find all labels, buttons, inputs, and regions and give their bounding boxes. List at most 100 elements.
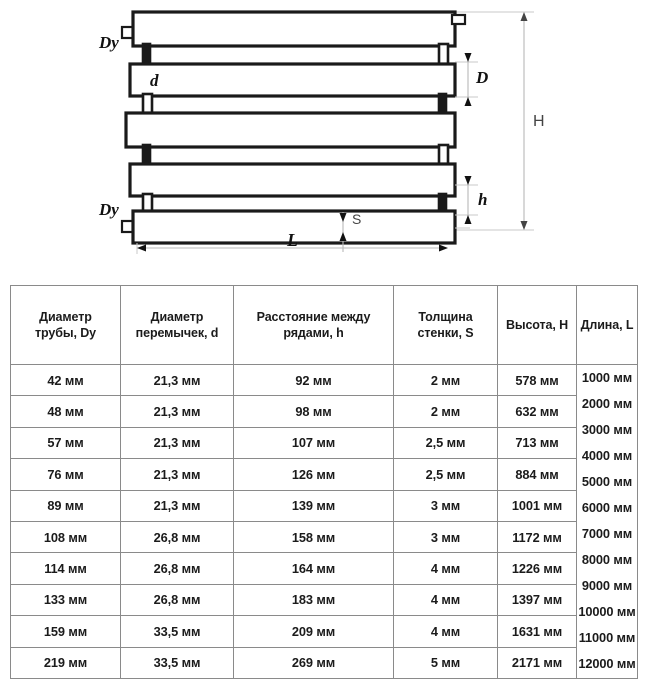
length-item: 9000 мм [581,578,633,594]
table-row: 89 мм 21,3 мм 139 мм 3 мм 1001 мм [10,489,638,522]
table-row: 159 мм 33,5 мм 209 мм 4 мм 1631 мм [10,615,638,648]
cell-h: 209 мм [233,615,394,648]
cell-h: 164 мм [233,552,394,585]
length-item: 5000 мм [581,473,633,489]
dimension-D: D [455,53,488,106]
cell-length-merged: 1000 мм 2000 мм 3000 мм 4000 мм 5000 мм … [576,364,638,679]
registr-schematic-svg: H d [98,10,545,254]
cell-d: 21,3 мм [120,363,234,397]
cell-d: 26,8 мм [120,583,234,617]
cell-dy: 57 мм [10,426,121,460]
dimension-S: S [339,211,361,252]
cell-s: 2,5 мм [393,458,498,491]
cell-d: 33,5 мм [120,615,234,648]
length-item: 4000 мм [581,447,633,463]
length-item: 11000 мм [578,630,636,646]
pipe-row-4 [128,162,457,198]
pipe-row-2: d [128,62,457,98]
cell-d: 26,8 мм [120,520,234,554]
cell-height: 632 мм [497,395,577,428]
diagram-area: H d [0,0,647,272]
column-header-h: Расстояние между рядами, h [233,285,394,365]
cell-d: 21,3 мм [120,489,234,522]
cell-h: 269 мм [233,646,394,679]
cell-s: 4 мм [393,583,498,617]
label-S: S [352,211,361,227]
cell-dy: 108 мм [10,520,121,554]
cell-height: 578 мм [497,363,577,397]
cell-s: 5 мм [393,646,498,679]
cell-s: 2,5 мм [393,426,498,460]
column-header-length: Длина, L [576,285,638,365]
cell-h: 126 мм [233,458,394,491]
table-row: 114 мм 26,8 мм 164 мм 4 мм 1226 мм [10,552,638,585]
cell-height: 1172 мм [497,520,577,554]
cell-height: 1001 мм [497,489,577,522]
table-row: 108 мм 26,8 мм 158 мм 3 мм 1172 мм [10,520,638,554]
cell-dy: 159 мм [10,615,121,648]
cell-dy: 89 мм [10,489,121,522]
cell-s: 4 мм [393,552,498,585]
cell-h: 139 мм [233,489,394,522]
cell-d: 21,3 мм [120,458,234,491]
cell-height: 884 мм [497,458,577,491]
cell-h: 98 мм [233,395,394,428]
header-line-1: Расстояние между [256,309,371,324]
column-header-d: Диаметр перемычек, d [120,285,234,365]
cell-s: 2 мм [393,363,498,397]
length-item: 7000 мм [581,526,633,541]
cell-d: 21,3 мм [120,426,234,460]
pipe-row-5 [120,209,457,245]
table-body: 42 мм 21,3 мм 92 мм 2 мм 578 мм 1000 мм … [10,363,638,679]
length-item: 2000 мм [581,395,633,411]
cell-s: 2 мм [393,395,498,428]
label-d: d [150,71,159,90]
label-L: L [286,230,298,250]
pipe-row-3 [124,111,457,149]
header-line-2: трубы, Dy [35,326,96,340]
header-line-2: стенки, S [417,326,474,340]
spec-table-container: Диаметр трубы, Dy Диаметр перемычек, d Р… [10,285,638,679]
column-header-height: Высота, H [497,285,577,365]
cell-height: 713 мм [497,426,577,460]
cell-s: 3 мм [393,489,498,522]
table-row: 48 мм 21,3 мм 98 мм 2 мм 632 мм [10,395,638,428]
length-item: 8000 мм [581,552,633,568]
pipe-row-1 [120,10,467,48]
cell-d: 26,8 мм [120,552,234,585]
dimension-h: h [455,176,487,224]
label-h: h [478,190,487,209]
length-item: 6000 мм [581,499,633,515]
cell-d: 33,5 мм [120,646,234,679]
table-row: 133 мм 26,8 мм 183 мм 4 мм 1397 мм [10,583,638,617]
cell-s: 3 мм [393,520,498,554]
cell-height: 1631 мм [497,615,577,648]
cell-height: 2171 мм [497,646,577,679]
cell-h: 107 мм [233,426,394,460]
dimension-L: L [136,227,470,254]
header-line-1: Диаметр [150,309,204,324]
table-row: 219 мм 33,5 мм 269 мм 5 мм 2171 мм [10,646,638,679]
cell-dy: 42 мм [10,363,121,397]
cell-height: 1397 мм [497,583,577,617]
table-row: 76 мм 21,3 мм 126 мм 2,5 мм 884 мм [10,458,638,491]
cell-dy: 219 мм [10,646,121,679]
cell-dy: 114 мм [10,552,121,585]
column-header-s: Толщина стенки, S [393,285,498,365]
specification-table: Диаметр трубы, Dy Диаметр перемычек, d Р… [10,285,638,679]
cell-h: 92 мм [233,363,394,397]
cell-dy: 133 мм [10,583,121,617]
table-row: 57 мм 21,3 мм 107 мм 2,5 мм 713 мм [10,426,638,460]
cell-h: 183 мм [233,583,394,617]
cell-s: 4 мм [393,615,498,648]
table-header-row: Диаметр трубы, Dy Диаметр перемычек, d Р… [10,285,638,365]
label-H: H [533,113,545,130]
length-item: 12000 мм [578,656,636,672]
column-header-dy: Диаметр трубы, Dy [10,285,121,365]
header-line-2: рядами, h [283,326,344,340]
dimension-H: H [520,12,545,230]
cell-dy: 48 мм [10,395,121,428]
cell-h: 158 мм [233,520,394,554]
label-Dy-bottom: Dy [98,200,119,219]
cell-height: 1226 мм [497,552,577,585]
